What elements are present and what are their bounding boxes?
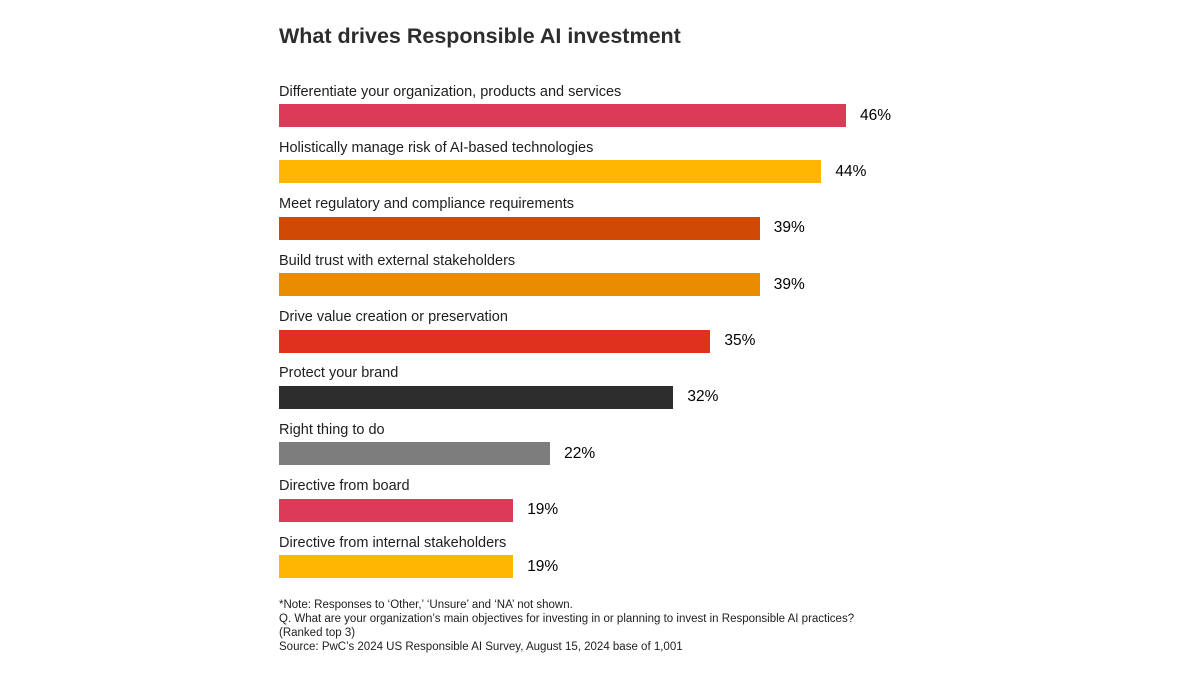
value-label-6: 32% xyxy=(687,388,719,406)
bar-6 xyxy=(279,385,674,409)
bar-chart: Differentiate your organization, product… xyxy=(279,83,892,578)
category-label-7: Right thing to do xyxy=(279,421,385,438)
value-label-7: 22% xyxy=(564,444,596,462)
bar-8 xyxy=(279,498,514,522)
footnote-note: *Note: Responses to ‘Other,’ ‘Unsure’ an… xyxy=(279,599,573,611)
category-label-6: Protect your brand xyxy=(279,365,399,382)
chart-title: What drives Responsible AI investment xyxy=(279,24,681,48)
bar-4 xyxy=(279,273,760,297)
footnotes: *Note: Responses to ‘Other,’ ‘Unsure’ an… xyxy=(279,598,854,654)
value-label-4: 39% xyxy=(773,275,805,293)
footnote-source: Source: PwC’s 2024 US Responsible AI Sur… xyxy=(279,641,683,653)
bar-2 xyxy=(279,160,822,184)
bar-9 xyxy=(279,555,514,578)
category-label-2: Holistically manage risk of AI-based tec… xyxy=(279,139,594,156)
footnote-question: Q. What are your organization’s main obj… xyxy=(279,613,855,625)
category-label-5: Drive value creation or preservation xyxy=(279,309,508,325)
value-label-1: 46% xyxy=(860,106,892,124)
value-label-5: 35% xyxy=(724,332,756,349)
bar-5 xyxy=(279,329,711,353)
value-label-2: 44% xyxy=(835,162,867,180)
category-label-9: Directive from internal stakeholders xyxy=(279,534,507,551)
category-label-3: Meet regulatory and compliance requireme… xyxy=(279,196,574,213)
category-label-8: Directive from board xyxy=(279,478,410,495)
bar-1 xyxy=(279,104,846,127)
category-label-4: Build trust with external stakeholders xyxy=(279,252,516,269)
footnote-question-continued: (Ranked top 3) xyxy=(279,627,356,639)
bar-3 xyxy=(279,216,760,240)
value-label-3: 39% xyxy=(773,219,805,237)
category-label-1: Differentiate your organization, product… xyxy=(279,83,622,100)
bar-7 xyxy=(279,442,551,466)
value-label-8: 19% xyxy=(527,501,559,519)
value-label-9: 19% xyxy=(527,557,559,575)
